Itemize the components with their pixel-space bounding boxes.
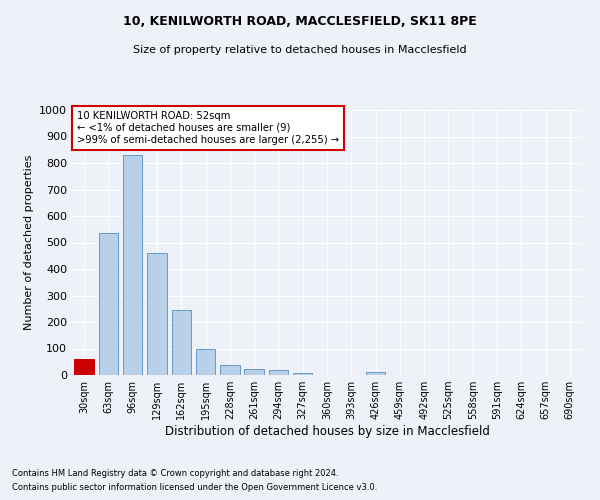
Bar	[366, 372, 385, 375]
Bar	[220, 365, 239, 375]
Bar	[123, 155, 142, 375]
X-axis label: Distribution of detached houses by size in Macclesfield: Distribution of detached houses by size …	[164, 425, 490, 438]
Bar	[172, 310, 191, 375]
Bar	[244, 369, 264, 375]
Bar	[293, 373, 313, 375]
Bar	[269, 370, 288, 375]
Bar	[147, 253, 167, 375]
Bar	[99, 233, 118, 375]
Text: Contains HM Land Registry data © Crown copyright and database right 2024.: Contains HM Land Registry data © Crown c…	[12, 468, 338, 477]
Text: 10 KENILWORTH ROAD: 52sqm
← <1% of detached houses are smaller (9)
>99% of semi-: 10 KENILWORTH ROAD: 52sqm ← <1% of detac…	[77, 112, 339, 144]
Text: 10, KENILWORTH ROAD, MACCLESFIELD, SK11 8PE: 10, KENILWORTH ROAD, MACCLESFIELD, SK11 …	[123, 15, 477, 28]
Text: Size of property relative to detached houses in Macclesfield: Size of property relative to detached ho…	[133, 45, 467, 55]
Text: Contains public sector information licensed under the Open Government Licence v3: Contains public sector information licen…	[12, 484, 377, 492]
Bar	[74, 359, 94, 375]
Bar	[196, 350, 215, 375]
Y-axis label: Number of detached properties: Number of detached properties	[23, 155, 34, 330]
